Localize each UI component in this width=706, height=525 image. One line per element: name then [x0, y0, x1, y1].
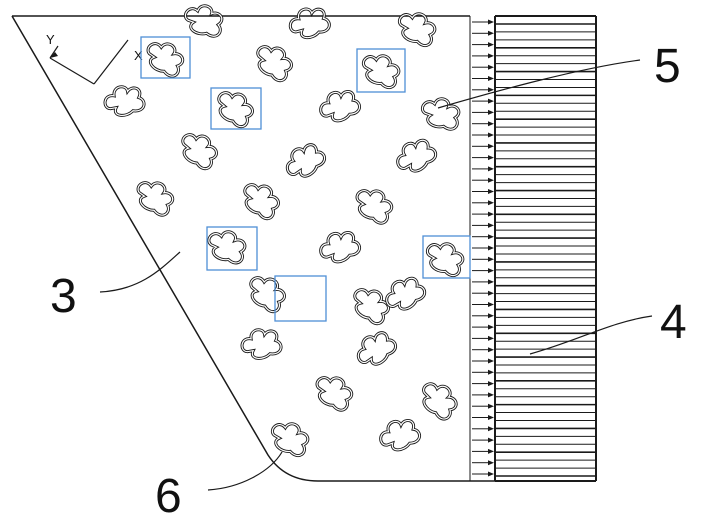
flow-arrowhead — [488, 290, 494, 296]
flow-arrowhead — [488, 381, 494, 387]
pin-fin — [248, 36, 300, 87]
callout-4: 4 — [660, 296, 687, 349]
leader-line-4 — [529, 315, 653, 355]
leader-lines — [99, 59, 653, 491]
pin-fin — [179, 0, 229, 42]
flow-arrowhead — [488, 87, 494, 93]
pin-fin — [201, 223, 252, 269]
leader-line-3 — [99, 251, 181, 293]
flow-arrowhead — [488, 313, 494, 319]
pin-fin — [348, 180, 400, 230]
flow-arrowhead — [488, 279, 494, 285]
flow-arrowhead — [488, 392, 494, 398]
pin-fin — [235, 174, 287, 225]
substrate-outline — [11, 15, 495, 482]
pin-fin — [416, 91, 466, 135]
flow-arrowhead — [488, 324, 494, 330]
fin-array — [469, 15, 597, 482]
flow-arrowhead — [488, 403, 494, 409]
highlight-box — [356, 48, 406, 93]
pin-fin — [209, 82, 261, 133]
highlight-box — [140, 36, 191, 79]
flow-arrowhead — [488, 245, 494, 251]
pin-fin — [264, 414, 316, 462]
flow-arrowhead — [488, 426, 494, 432]
flow-arrowhead — [488, 222, 494, 228]
pin-fin — [139, 33, 191, 83]
highlight-boxes — [140, 36, 471, 322]
pin-fin — [279, 136, 330, 186]
flow-arrowhead — [488, 19, 494, 25]
flow-arrowhead — [488, 177, 494, 183]
flow-arrowhead — [488, 121, 494, 127]
pin-fin — [419, 234, 471, 282]
flow-arrowhead — [488, 234, 494, 240]
pin-fin — [129, 172, 181, 222]
callout-5: 5 — [654, 40, 681, 93]
flow-arrowhead — [488, 448, 494, 454]
highlight-box — [274, 275, 327, 322]
flow-arrowhead — [488, 98, 494, 104]
flow-arrowhead — [488, 42, 494, 48]
flow-arrowhead — [488, 109, 494, 115]
pin-fin — [285, 2, 333, 44]
highlight-box — [422, 235, 471, 279]
flow-arrowhead — [488, 132, 494, 138]
x-axis-label: X — [134, 48, 143, 63]
pin-fin — [238, 324, 284, 363]
highlight-box — [210, 87, 262, 130]
flow-arrowhead — [488, 30, 494, 36]
flow-arrowhead — [488, 53, 494, 59]
callout-3: 3 — [50, 270, 77, 323]
leader-line-5 — [437, 59, 641, 109]
pin-fin — [413, 374, 465, 425]
flow-arrowhead — [488, 437, 494, 443]
flow-arrowhead — [488, 166, 494, 172]
highlight-box — [206, 226, 258, 271]
flow-arrowhead — [488, 415, 494, 420]
axes-indicator: Y X — [46, 32, 143, 85]
flow-arrowhead — [488, 200, 494, 206]
pin-fin — [314, 84, 364, 128]
pin-fin — [314, 225, 364, 269]
callout-6: 6 — [155, 470, 182, 523]
pin-fin — [308, 367, 360, 417]
y-axis-label: Y — [46, 32, 55, 47]
pin-fin — [173, 124, 225, 175]
flow-arrowhead — [488, 155, 494, 161]
flow-arrowhead — [488, 471, 494, 477]
flow-arrowhead — [488, 302, 494, 307]
flow-arrowhead — [488, 256, 494, 262]
flow-arrowhead — [488, 64, 494, 70]
flow-arrowhead — [488, 211, 494, 217]
pin-fin — [355, 46, 407, 94]
flow-arrowhead — [488, 189, 494, 194]
pin-fin — [390, 132, 441, 180]
flow-arrowhead — [488, 143, 494, 149]
flow-arrowhead — [488, 76, 494, 81]
flow-arrowhead — [488, 460, 494, 466]
pin-fin — [391, 4, 443, 52]
flow-arrowhead — [488, 335, 494, 341]
pin-fin-array — [101, 0, 471, 462]
leader-line-6 — [207, 451, 283, 491]
flow-arrowhead — [488, 347, 494, 353]
pin-fin — [374, 413, 424, 457]
flow-arrowhead — [488, 268, 494, 274]
flow-arrowhead — [488, 369, 494, 375]
flow-arrowhead — [488, 358, 494, 364]
pin-fin — [101, 81, 147, 120]
pin-fin — [350, 324, 401, 374]
